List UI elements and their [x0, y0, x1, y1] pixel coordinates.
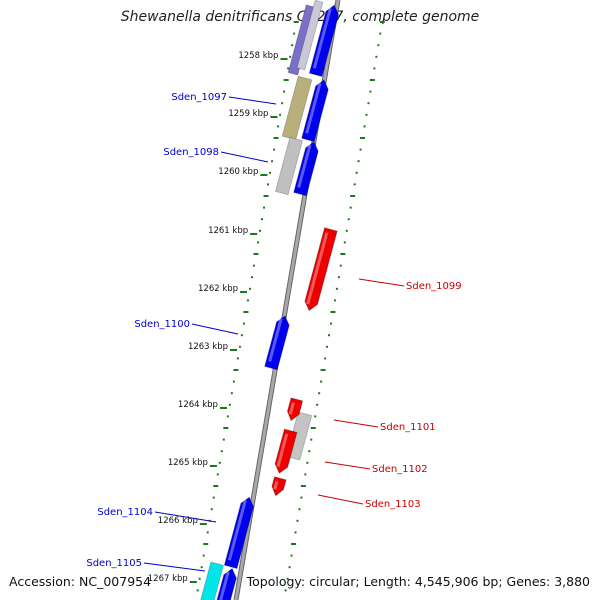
kbp-tick-label: 1267 kbp: [148, 574, 188, 584]
gene-arrow-reverse: [286, 397, 304, 422]
kbp-tick-label: 1263 kbp: [188, 342, 228, 352]
feature-band-olive: [281, 75, 313, 141]
kbp-tick-label: 1261 kbp: [208, 226, 248, 236]
gene-label-leader: [333, 419, 379, 428]
feature-band-cyan: [199, 561, 225, 600]
gene-label: Sden_1105: [86, 558, 142, 569]
feature-band-lightgray: [296, 0, 324, 71]
gene-label-leader: [317, 494, 364, 505]
topology-text: Topology: circular; Length: 4,545,906 bp…: [246, 574, 590, 589]
gene-label: Sden_1099: [406, 281, 462, 292]
gene-arrow-forward: [214, 567, 237, 600]
gene-label: Sden_1100: [134, 319, 190, 330]
feature-band-gray: [274, 136, 304, 196]
gene-label-leader: [143, 562, 206, 572]
gene-label: Sden_1104: [97, 507, 153, 518]
gene-label-leader: [220, 151, 269, 163]
accession-text: Accession: NC_007954: [9, 574, 152, 589]
gene-label-leader: [324, 461, 371, 470]
kbp-tick-label: 1262 kbp: [198, 284, 238, 294]
map-title: Shewanella denitrificans OS217, complete…: [120, 9, 480, 25]
kbp-tick-label: 1264 kbp: [178, 400, 218, 410]
gene-label-leader: [191, 323, 239, 335]
gene-label: Sden_1097: [171, 92, 227, 103]
kbp-tick-label: 1260 kbp: [218, 167, 258, 177]
gene-arrow-reverse: [274, 428, 298, 475]
kbp-tick-label: 1259 kbp: [228, 109, 268, 119]
gene-label-leader: [358, 278, 405, 287]
gene-label: Sden_1101: [380, 422, 436, 433]
gene-label: Sden_1102: [372, 464, 428, 475]
gene-label: Sden_1098: [163, 147, 219, 158]
gene-label-leader: [154, 511, 217, 523]
kbp-tick-label: 1265 kbp: [168, 458, 208, 468]
gene-arrow-forward: [301, 79, 329, 143]
gene-arrow-reverse: [271, 476, 287, 497]
gene-label: Sden_1103: [365, 499, 421, 510]
gene-arrow-forward: [223, 496, 255, 570]
gene-arrow-forward: [308, 4, 340, 78]
gene-arrow-forward: [293, 141, 319, 197]
gene-arrow-reverse: [304, 227, 338, 312]
kbp-tick-label: 1258 kbp: [238, 51, 278, 61]
gene-label-leader: [228, 96, 277, 105]
gene-arrow-forward: [264, 315, 290, 371]
kbp-tick-label: 1266 kbp: [158, 516, 198, 526]
